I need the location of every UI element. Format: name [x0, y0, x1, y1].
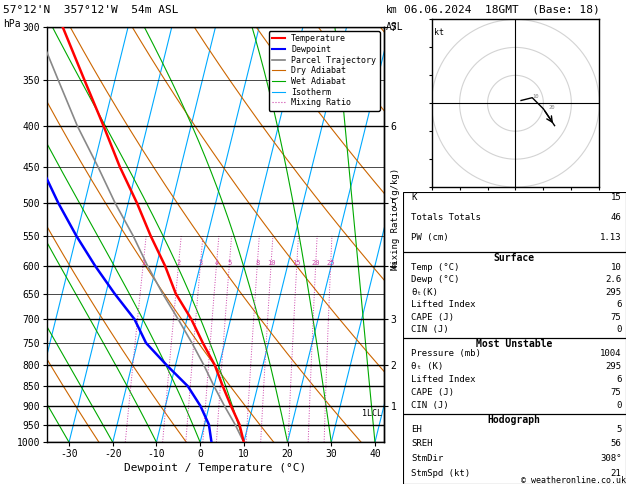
Text: hPa: hPa: [3, 19, 21, 30]
Text: 0: 0: [616, 400, 621, 410]
Text: StmDir: StmDir: [411, 454, 443, 463]
Text: 25: 25: [326, 260, 335, 266]
Text: 15: 15: [292, 260, 301, 266]
Text: km: km: [386, 5, 398, 15]
Text: 1.13: 1.13: [600, 233, 621, 243]
Text: 0: 0: [616, 325, 621, 334]
Text: Surface: Surface: [494, 253, 535, 263]
Text: SREH: SREH: [411, 439, 433, 449]
Text: 5: 5: [227, 260, 231, 266]
Text: Totals Totals: Totals Totals: [411, 213, 481, 223]
Text: 06.06.2024  18GMT  (Base: 18): 06.06.2024 18GMT (Base: 18): [404, 5, 600, 15]
Text: K: K: [411, 193, 417, 203]
Text: 46: 46: [611, 213, 621, 223]
Text: © weatheronline.co.uk: © weatheronline.co.uk: [521, 476, 626, 485]
Text: 295: 295: [605, 362, 621, 371]
Text: EH: EH: [411, 425, 422, 434]
Text: ASL: ASL: [386, 22, 403, 32]
Text: Lifted Index: Lifted Index: [411, 375, 476, 384]
Text: 75: 75: [611, 388, 621, 397]
Text: 1004: 1004: [600, 349, 621, 358]
Text: 10: 10: [532, 94, 538, 99]
Text: 295: 295: [605, 288, 621, 297]
Text: CIN (J): CIN (J): [411, 400, 449, 410]
Text: Dewp (°C): Dewp (°C): [411, 275, 460, 284]
Text: kt: kt: [435, 28, 445, 37]
Text: θₜ (K): θₜ (K): [411, 362, 443, 371]
Bar: [403, 252, 626, 338]
Text: 5: 5: [616, 425, 621, 434]
Text: Most Unstable: Most Unstable: [476, 339, 552, 349]
Text: PW (cm): PW (cm): [411, 233, 449, 243]
Bar: [403, 192, 626, 252]
X-axis label: Dewpoint / Temperature (°C): Dewpoint / Temperature (°C): [125, 463, 306, 473]
Text: 57°12'N  357°12'W  54m ASL: 57°12'N 357°12'W 54m ASL: [3, 5, 179, 15]
Text: 4: 4: [214, 260, 218, 266]
Text: CAPE (J): CAPE (J): [411, 313, 455, 322]
Text: Pressure (mb): Pressure (mb): [411, 349, 481, 358]
Text: θₜ(K): θₜ(K): [411, 288, 438, 297]
Text: 3: 3: [198, 260, 203, 266]
Text: Lifted Index: Lifted Index: [411, 300, 476, 309]
Text: 6: 6: [616, 375, 621, 384]
Text: Temp (°C): Temp (°C): [411, 263, 460, 272]
Text: 10: 10: [611, 263, 621, 272]
Text: 56: 56: [611, 439, 621, 449]
Text: 75: 75: [611, 313, 621, 322]
Bar: [403, 414, 626, 484]
Text: 6: 6: [616, 300, 621, 309]
Text: Hodograph: Hodograph: [487, 415, 541, 425]
Text: 10: 10: [267, 260, 276, 266]
Bar: [403, 338, 626, 414]
Text: CIN (J): CIN (J): [411, 325, 449, 334]
Text: 1LCL: 1LCL: [362, 409, 382, 418]
Text: 8: 8: [255, 260, 259, 266]
Text: StmSpd (kt): StmSpd (kt): [411, 469, 470, 478]
Text: 20: 20: [311, 260, 320, 266]
Text: 20: 20: [549, 105, 555, 110]
Text: 21: 21: [611, 469, 621, 478]
Text: 1: 1: [141, 260, 145, 266]
Text: 308°: 308°: [600, 454, 621, 463]
Legend: Temperature, Dewpoint, Parcel Trajectory, Dry Adiabat, Wet Adiabat, Isotherm, Mi: Temperature, Dewpoint, Parcel Trajectory…: [269, 31, 379, 110]
Text: Mixing Ratio (g/kg): Mixing Ratio (g/kg): [391, 168, 400, 270]
Text: 2.6: 2.6: [605, 275, 621, 284]
Text: 15: 15: [611, 193, 621, 203]
Text: CAPE (J): CAPE (J): [411, 388, 455, 397]
Text: 2: 2: [176, 260, 181, 266]
